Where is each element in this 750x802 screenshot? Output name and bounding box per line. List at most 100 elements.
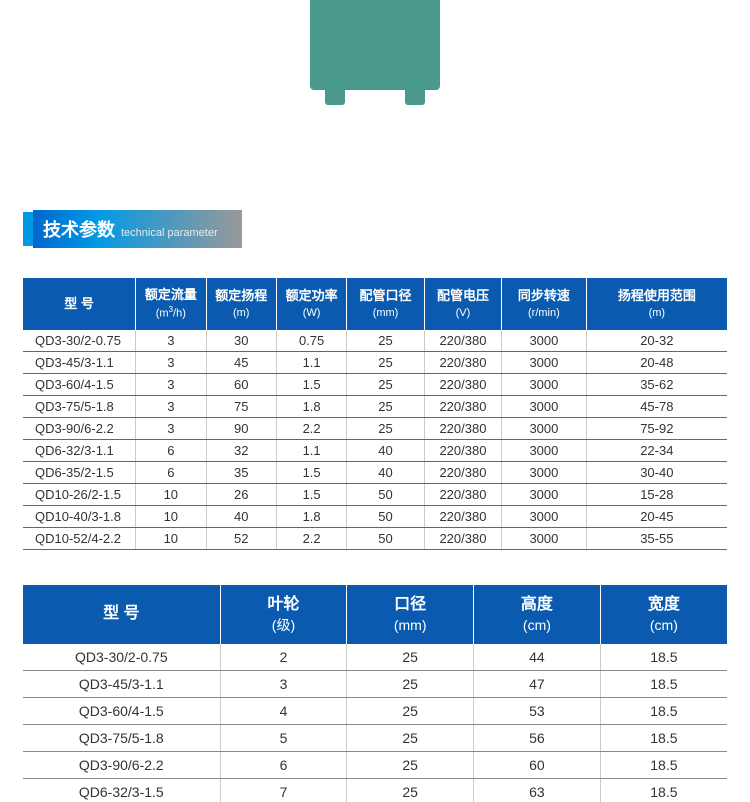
table-cell: 3000 — [502, 484, 586, 506]
section-header: 技术参数 technical parameter — [23, 210, 242, 248]
table-cell: QD6-32/3-1.5 — [23, 779, 220, 802]
table-cell: QD3-30/2-0.75 — [23, 644, 220, 671]
column-header: 宽度(cm) — [600, 585, 727, 644]
table-cell: 0.75 — [276, 330, 346, 352]
table-cell: 3 — [220, 671, 347, 698]
table-cell: 1.8 — [276, 506, 346, 528]
table-cell: 3000 — [502, 330, 586, 352]
table-cell: 60 — [206, 374, 276, 396]
table-cell: 3000 — [502, 462, 586, 484]
table-cell: QD3-60/4-1.5 — [23, 374, 136, 396]
table-cell: 56 — [474, 725, 601, 752]
table-cell: QD10-40/3-1.8 — [23, 506, 136, 528]
table-cell: 220/380 — [424, 506, 501, 528]
table-cell: 3 — [136, 396, 206, 418]
table-cell: 25 — [347, 330, 424, 352]
table-cell: 90 — [206, 418, 276, 440]
table-cell: 220/380 — [424, 418, 501, 440]
table-row: QD6-35/2-1.56351.540220/380300030-40 — [23, 462, 727, 484]
table-cell: 220/380 — [424, 462, 501, 484]
spec-table: 型 号额定流量(m3/h)额定扬程(m)额定功率(W)配管口径(mm)配管电压(… — [23, 278, 727, 550]
table-cell: 44 — [474, 644, 601, 671]
column-header: 配管口径(mm) — [347, 278, 424, 330]
column-header: 扬程使用范围(m) — [586, 278, 727, 330]
table-row: QD3-90/6-2.26256018.5 — [23, 752, 727, 779]
table-cell: 20-48 — [586, 352, 727, 374]
table-cell: QD6-32/3-1.1 — [23, 440, 136, 462]
table-cell: 25 — [347, 644, 474, 671]
table-cell: 40 — [347, 440, 424, 462]
table-cell: 10 — [136, 506, 206, 528]
table-cell: QD3-30/2-0.75 — [23, 330, 136, 352]
table-row: QD3-60/4-1.54255318.5 — [23, 698, 727, 725]
table-cell: 220/380 — [424, 330, 501, 352]
table-cell: 1.8 — [276, 396, 346, 418]
column-header: 高度(cm) — [474, 585, 601, 644]
table-cell: 3000 — [502, 506, 586, 528]
table-cell: 2 — [220, 644, 347, 671]
table-cell: 18.5 — [600, 752, 727, 779]
table-header-row: 型 号叶轮(级)口径(mm)高度(cm)宽度(cm) — [23, 585, 727, 644]
pump-illustration — [310, 0, 440, 90]
table-cell: 1.5 — [276, 484, 346, 506]
table-cell: 25 — [347, 725, 474, 752]
column-header: 型 号 — [23, 585, 220, 644]
column-header: 配管电压(V) — [424, 278, 501, 330]
table-cell: 15-28 — [586, 484, 727, 506]
table-cell: 25 — [347, 352, 424, 374]
table-cell: 25 — [347, 671, 474, 698]
table-cell: 3 — [136, 374, 206, 396]
table-cell: 75 — [206, 396, 276, 418]
table-cell: 35-55 — [586, 528, 727, 550]
table-cell: 35 — [206, 462, 276, 484]
table-cell: QD6-35/2-1.5 — [23, 462, 136, 484]
table-cell: 18.5 — [600, 671, 727, 698]
table-cell: 2.2 — [276, 528, 346, 550]
table-row: QD6-32/3-1.16321.140220/380300022-34 — [23, 440, 727, 462]
table-cell: 45 — [206, 352, 276, 374]
table-cell: 45-78 — [586, 396, 727, 418]
table-row: QD10-40/3-1.810401.850220/380300020-45 — [23, 506, 727, 528]
table-row: QD3-75/5-1.83751.825220/380300045-78 — [23, 396, 727, 418]
table-cell: 4 — [220, 698, 347, 725]
table-cell: 3000 — [502, 396, 586, 418]
table-cell: 18.5 — [600, 644, 727, 671]
section-title: 技术参数 — [43, 216, 115, 242]
table-cell: 32 — [206, 440, 276, 462]
table-cell: 30 — [206, 330, 276, 352]
table-cell: 1.1 — [276, 440, 346, 462]
table-cell: QD3-75/5-1.8 — [23, 725, 220, 752]
table-cell: 3 — [136, 352, 206, 374]
table-cell: 220/380 — [424, 374, 501, 396]
dimension-table: 型 号叶轮(级)口径(mm)高度(cm)宽度(cm) QD3-30/2-0.75… — [23, 585, 727, 802]
table-cell: 18.5 — [600, 779, 727, 802]
table-row: QD10-52/4-2.210522.250220/380300035-55 — [23, 528, 727, 550]
table-row: QD3-30/2-0.752254418.5 — [23, 644, 727, 671]
table-cell: 26 — [206, 484, 276, 506]
table-cell: QD3-90/6-2.2 — [23, 418, 136, 440]
table-cell: 25 — [347, 752, 474, 779]
table-cell: 220/380 — [424, 528, 501, 550]
table-cell: 10 — [136, 484, 206, 506]
table-cell: 25 — [347, 698, 474, 725]
table-cell: 47 — [474, 671, 601, 698]
table-header-row: 型 号额定流量(m3/h)额定扬程(m)额定功率(W)配管口径(mm)配管电压(… — [23, 278, 727, 330]
table-cell: 25 — [347, 418, 424, 440]
table-cell: 6 — [136, 462, 206, 484]
table-cell: 18.5 — [600, 725, 727, 752]
table-cell: 25 — [347, 779, 474, 802]
table-cell: 75-92 — [586, 418, 727, 440]
table-cell: 220/380 — [424, 352, 501, 374]
table-cell: QD10-52/4-2.2 — [23, 528, 136, 550]
column-header: 同步转速(r/min) — [502, 278, 586, 330]
table-cell: 1.1 — [276, 352, 346, 374]
table-cell: 25 — [347, 396, 424, 418]
column-header: 叶轮(级) — [220, 585, 347, 644]
table-cell: 1.5 — [276, 462, 346, 484]
table-row: QD3-30/2-0.753300.7525220/380300020-32 — [23, 330, 727, 352]
table-cell: 7 — [220, 779, 347, 802]
table-cell: 50 — [347, 528, 424, 550]
table-cell: 18.5 — [600, 698, 727, 725]
table-row: QD3-75/5-1.85255618.5 — [23, 725, 727, 752]
table-row: QD3-45/3-1.13254718.5 — [23, 671, 727, 698]
